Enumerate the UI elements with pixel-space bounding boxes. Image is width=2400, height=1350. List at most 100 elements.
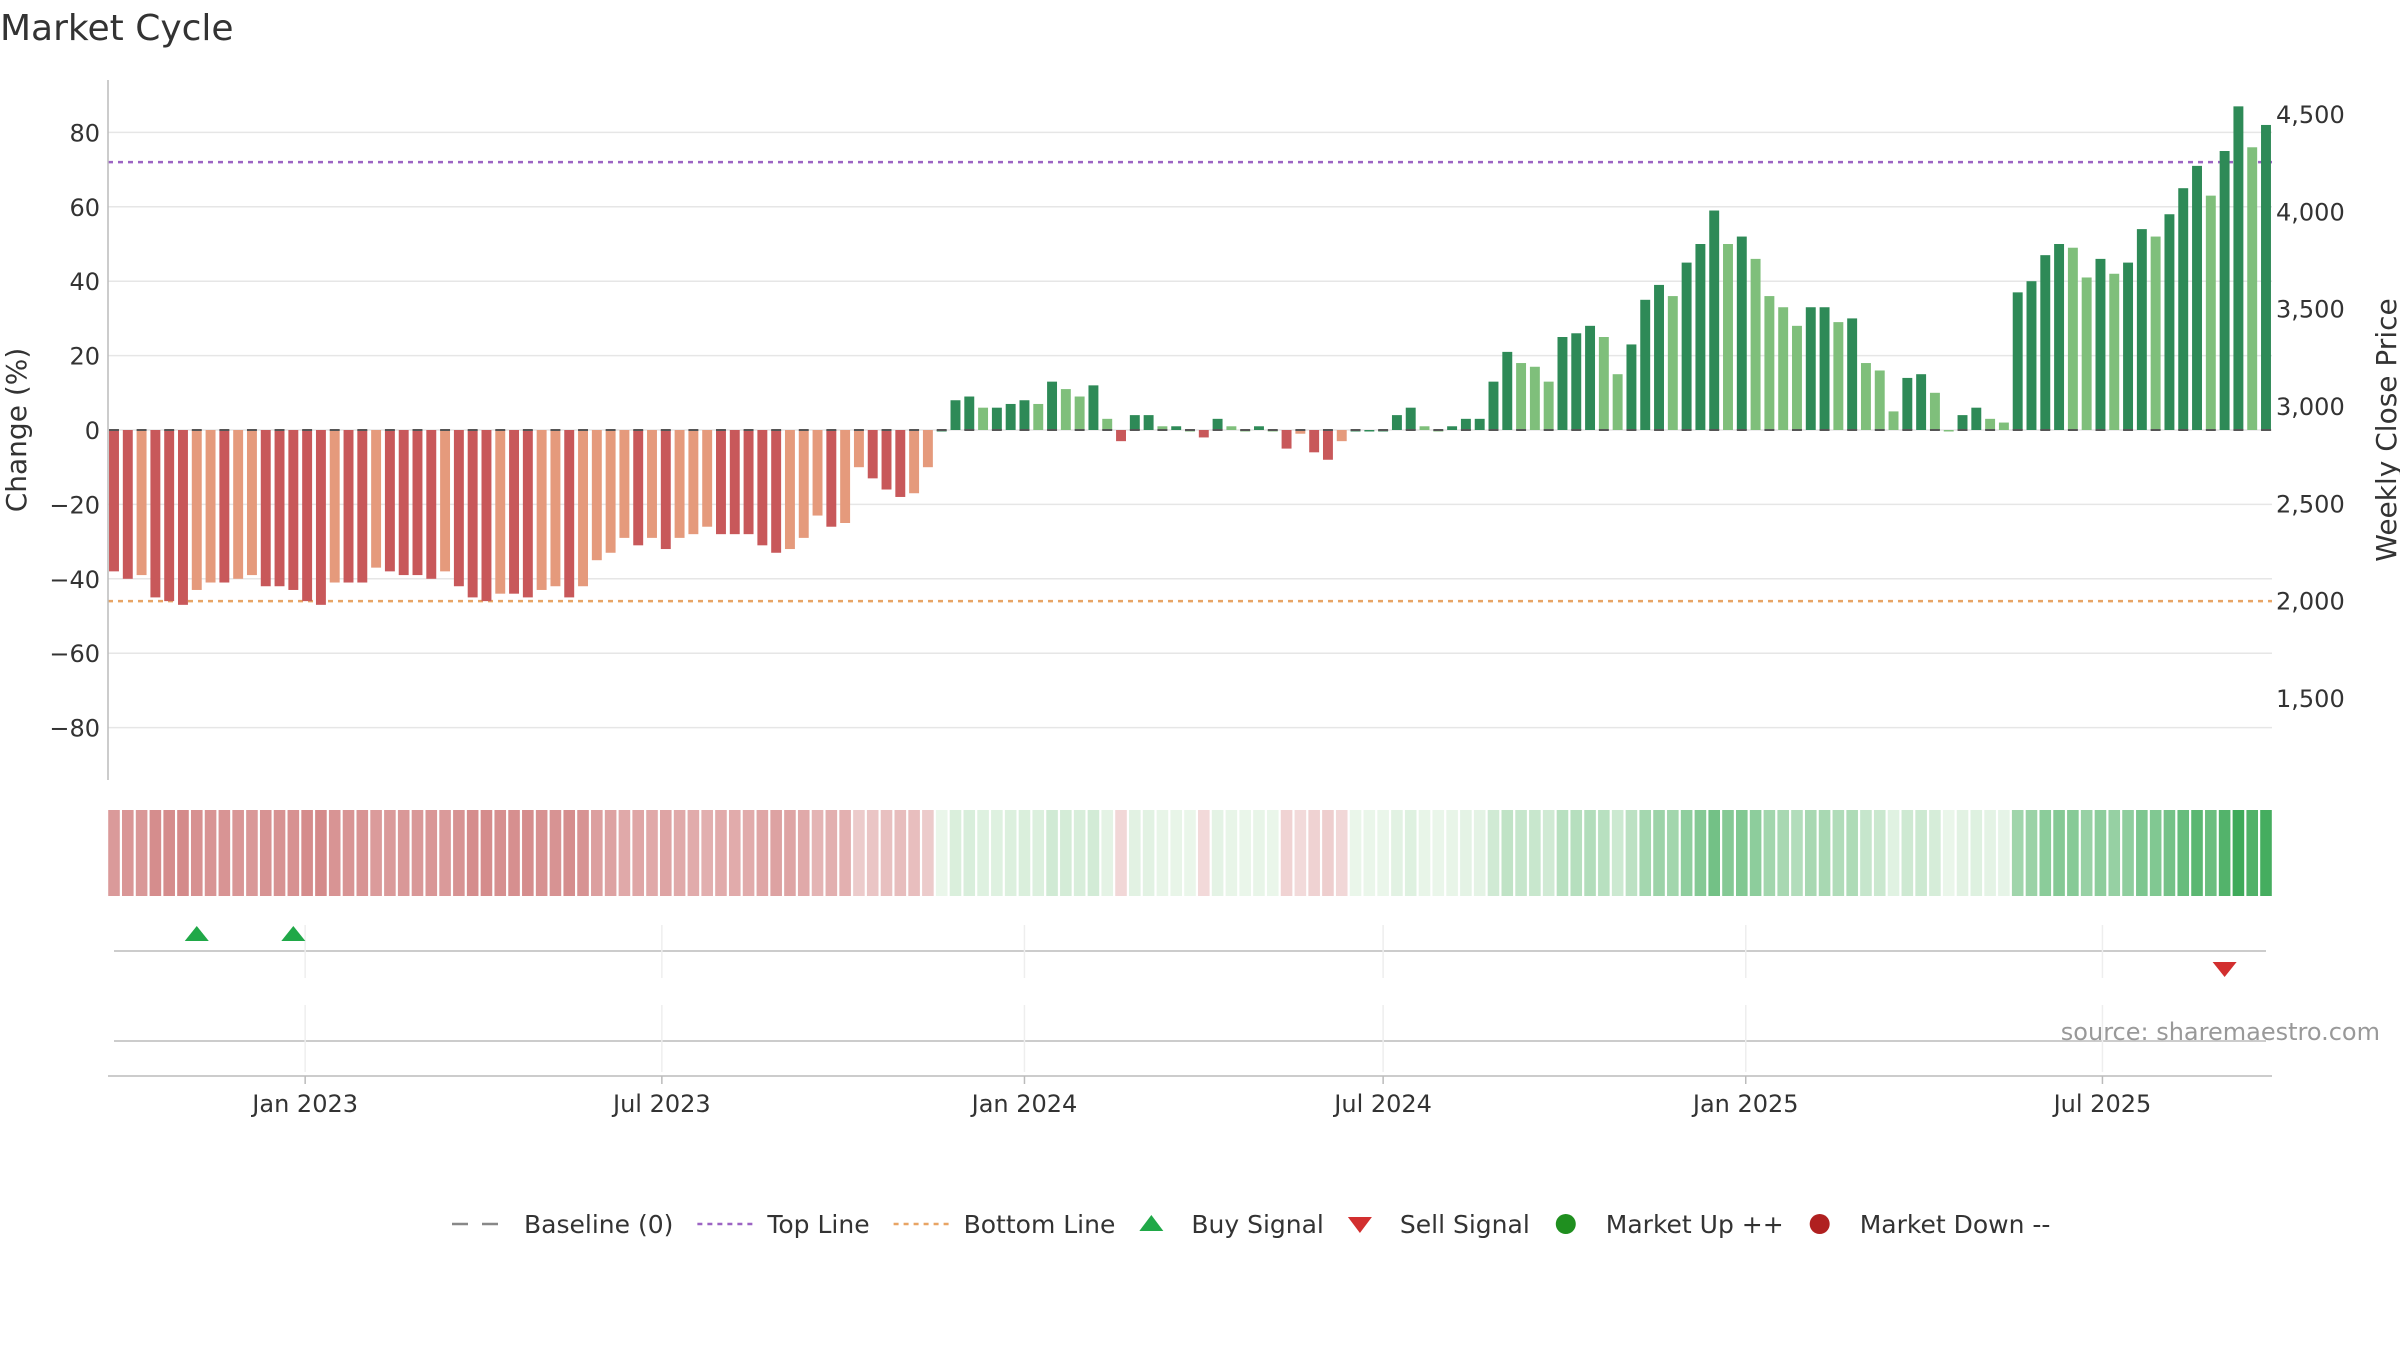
bar — [1419, 426, 1430, 430]
bar — [109, 430, 119, 572]
heat-cell — [991, 810, 1003, 896]
bar — [1212, 418, 1223, 430]
bar — [1198, 430, 1209, 438]
heat-cell — [425, 810, 438, 896]
bar-series — [109, 106, 2271, 605]
y-left-tick-label: 0 — [85, 417, 100, 445]
heat-cell — [1915, 810, 1927, 896]
legend-item: Sell Signal — [1347, 1210, 1530, 1239]
heat-cell — [1432, 810, 1445, 896]
bar — [1750, 258, 1761, 430]
legend-buy-swatch — [1139, 1215, 1164, 1231]
bar — [384, 430, 395, 572]
bar — [1226, 426, 1237, 430]
bar — [329, 430, 340, 583]
heat-cell — [1639, 810, 1652, 896]
heat-cell — [1473, 810, 1486, 896]
heat-cell — [1322, 810, 1334, 896]
y-left-tick-label: −60 — [49, 640, 100, 668]
legend-item: Buy Signal — [1139, 1210, 1324, 1239]
y-right-tick-label: 3,500 — [2276, 296, 2345, 324]
bar — [1998, 422, 2009, 430]
bar — [191, 430, 202, 590]
bar — [2219, 151, 2230, 430]
heat-cell — [1087, 810, 1100, 896]
heat-cell — [2218, 810, 2231, 896]
heat-cell — [742, 810, 755, 896]
bar — [1060, 389, 1071, 430]
legend-item: Market Down -- — [1809, 1210, 2050, 1239]
heat-cell — [190, 810, 203, 896]
heat-cell — [2260, 810, 2272, 896]
heat-cell — [1667, 810, 1679, 896]
bar — [1116, 430, 1126, 442]
y-left-tick-label: 60 — [69, 194, 100, 222]
bar — [2123, 262, 2134, 430]
chart-title: Market Cycle — [0, 8, 234, 49]
bar — [1819, 307, 1830, 430]
legend-label: Buy Signal — [1191, 1210, 1324, 1239]
heat-cell — [342, 810, 355, 896]
heat-cell — [246, 810, 258, 896]
heat-cell — [1998, 810, 2010, 896]
heat-cell — [1611, 810, 1624, 896]
bar — [2164, 214, 2175, 430]
bar — [315, 430, 326, 605]
heat-cell — [1460, 810, 1472, 896]
y-left-tick-label: −40 — [49, 566, 100, 594]
bar — [2136, 229, 2147, 430]
bar — [784, 430, 795, 550]
bar — [1626, 344, 1637, 430]
bar — [1598, 337, 1609, 430]
heat-cell — [660, 810, 672, 896]
bar — [812, 430, 823, 516]
heat-cell — [2246, 810, 2258, 896]
heat-cell — [604, 810, 617, 896]
heat-cell — [439, 810, 451, 896]
bar — [2233, 106, 2244, 431]
axes: 80 60 40 20 0 −20 −40 −60 −80 4,500 4,000 3,500 3,00… — [49, 80, 2345, 780]
bar — [2205, 195, 2216, 430]
heat-cell — [825, 810, 838, 896]
heat-cell — [687, 810, 700, 896]
bar — [881, 430, 892, 490]
heat-cell — [1970, 810, 1983, 896]
heat-cell — [839, 810, 851, 896]
bar — [978, 407, 989, 430]
heat-cell — [259, 810, 272, 896]
bar — [122, 430, 133, 579]
heat-cell — [1129, 810, 1141, 896]
y-right-tick-label: 1,500 — [2276, 685, 2345, 713]
bar — [1447, 426, 1458, 430]
heat-cell — [1004, 810, 1017, 896]
bar — [1157, 426, 1168, 430]
bar — [964, 396, 975, 430]
bar — [522, 430, 533, 598]
heat-cell — [1308, 810, 1320, 896]
heat-cell — [1708, 810, 1720, 896]
heat-cell — [1680, 810, 1693, 896]
heat-cell — [618, 810, 631, 896]
bar — [495, 430, 506, 594]
heat-cell — [397, 810, 410, 896]
bar — [136, 430, 147, 576]
heat-cell — [1418, 810, 1431, 896]
heat-cell — [591, 810, 603, 896]
heat-cell — [1142, 810, 1155, 896]
heat-cell — [328, 810, 341, 896]
legend-label: Sell Signal — [1400, 1210, 1530, 1239]
heat-cell — [549, 810, 562, 896]
bar — [1860, 363, 1871, 430]
heat-cell — [370, 810, 382, 896]
bar — [246, 430, 257, 576]
heat-cell — [1404, 810, 1417, 896]
heat-cell — [1777, 810, 1789, 896]
bar — [867, 430, 878, 479]
heat-cell — [922, 810, 934, 896]
bar — [1957, 415, 1968, 430]
heat-cell — [1956, 810, 1969, 896]
bar — [1778, 307, 1789, 430]
y-right-tick-label: 4,500 — [2276, 101, 2345, 129]
bar — [1612, 374, 1623, 430]
